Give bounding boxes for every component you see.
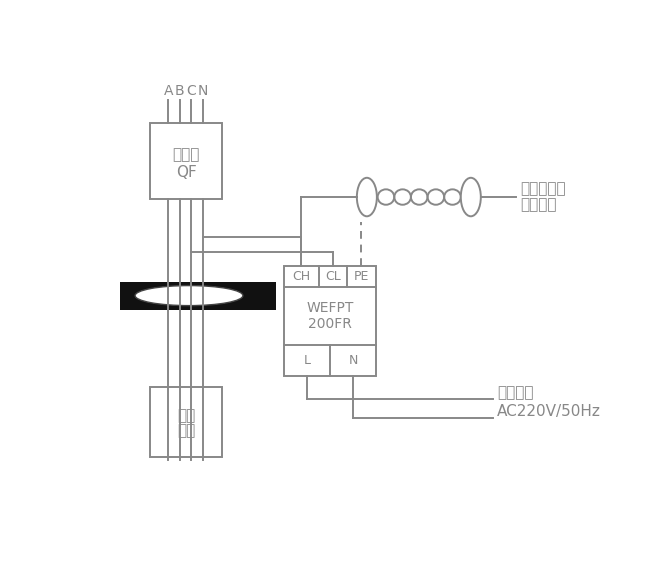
Ellipse shape <box>461 178 481 216</box>
Text: A: A <box>163 84 173 98</box>
Bar <box>119 282 276 310</box>
Text: CL: CL <box>325 270 341 283</box>
Ellipse shape <box>135 285 243 306</box>
Text: 监控主机: 监控主机 <box>520 197 556 212</box>
Bar <box>151 387 222 456</box>
Text: CH: CH <box>292 270 310 283</box>
Text: N: N <box>197 84 208 98</box>
Text: 用电: 用电 <box>177 408 195 423</box>
Text: 设备: 设备 <box>177 424 195 439</box>
Text: 断路器: 断路器 <box>173 147 200 162</box>
Text: QF: QF <box>176 165 197 180</box>
Text: 至电气火灾: 至电气火灾 <box>520 181 566 196</box>
Text: 工作电源: 工作电源 <box>497 385 534 400</box>
Text: N: N <box>348 354 358 367</box>
Text: B: B <box>175 84 185 98</box>
Bar <box>151 123 222 199</box>
Text: C: C <box>187 84 196 98</box>
Bar <box>283 266 376 376</box>
Text: WEFPT
200FR: WEFPT 200FR <box>306 301 354 331</box>
Text: PE: PE <box>354 270 369 283</box>
Ellipse shape <box>135 285 243 306</box>
Text: AC220V/50Hz: AC220V/50Hz <box>497 404 601 420</box>
Text: L: L <box>303 354 310 367</box>
Ellipse shape <box>357 178 377 216</box>
